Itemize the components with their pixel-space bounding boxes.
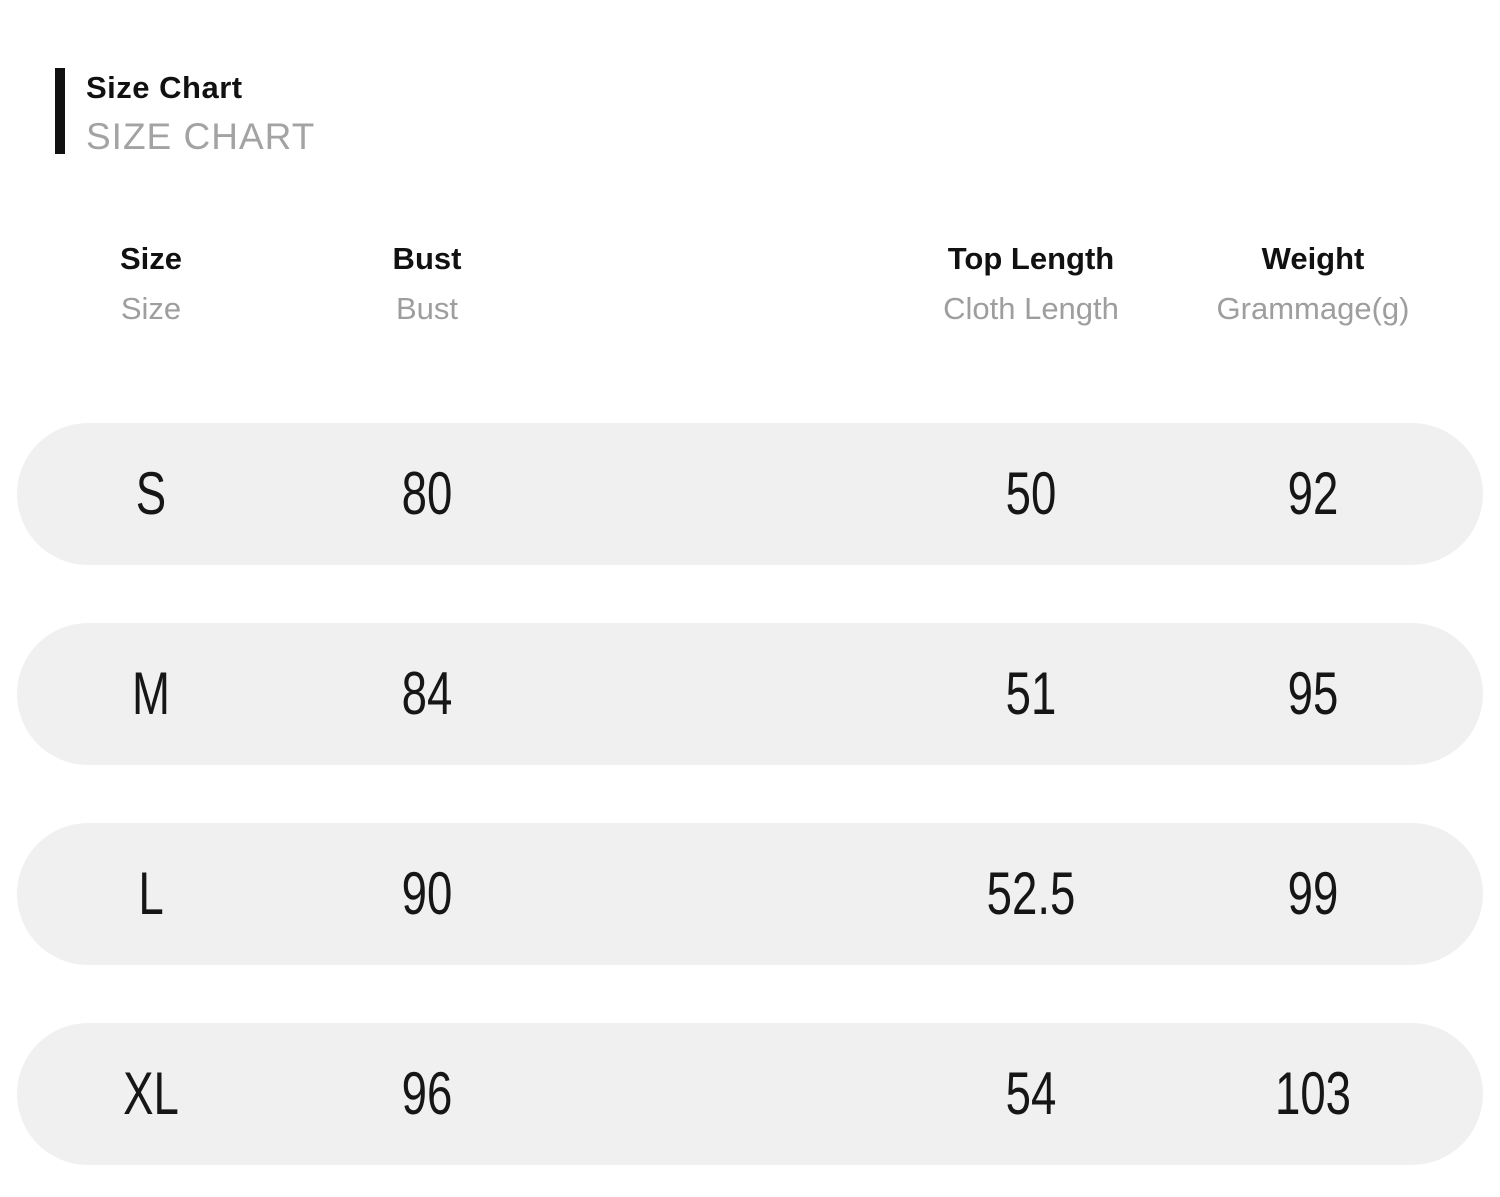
size-value: M	[132, 660, 170, 727]
cell-weight: 92	[1280, 464, 1347, 524]
bust-value: 84	[401, 660, 453, 727]
table-row-xl: XL 96 54 103	[0, 1023, 1500, 1165]
bust-value: 90	[401, 860, 453, 927]
top-length-value: 51	[1005, 660, 1057, 727]
title-accent-bar	[55, 68, 65, 154]
cell-weight: 99	[1280, 864, 1347, 924]
cell-top-length: 54	[998, 1064, 1065, 1124]
cell-bust: 90	[394, 864, 461, 924]
cell-size: L	[134, 864, 167, 924]
cell-weight: 95	[1280, 664, 1347, 724]
table-row-s: S 80 50 92	[0, 423, 1500, 565]
weight-value: 103	[1274, 1060, 1352, 1127]
column-label: Size	[119, 241, 183, 276]
table-row-l: L 90 52.5 99	[0, 823, 1500, 965]
column-sublabel: Bust	[395, 291, 459, 326]
column-header-size: Size Size	[120, 243, 182, 324]
cell-top-length: 50	[998, 464, 1065, 524]
column-sublabel: Cloth Length	[943, 291, 1119, 326]
weight-value: 99	[1287, 860, 1339, 927]
cell-bust: 96	[394, 1064, 461, 1124]
table-header: Size Size Bust Bust Top Length Cloth Len…	[0, 243, 1500, 353]
column-label: Weight	[1261, 241, 1365, 276]
column-header-top-length: Top Length Cloth Length	[943, 243, 1119, 324]
column-label: Top Length	[947, 241, 1115, 276]
weight-value: 95	[1287, 660, 1339, 727]
bust-value: 80	[401, 460, 453, 527]
page-title: Size Chart	[86, 70, 243, 105]
cell-size: M	[126, 664, 176, 724]
column-sublabel: Size	[120, 291, 182, 326]
cell-top-length: 51	[998, 664, 1065, 724]
cell-bust: 84	[394, 664, 461, 724]
table-row-m: M 84 51 95	[0, 623, 1500, 765]
weight-value: 92	[1287, 460, 1339, 527]
size-value: S	[135, 460, 167, 527]
cell-top-length: 52.5	[973, 864, 1090, 924]
bust-value: 96	[401, 1060, 453, 1127]
page-subtitle: SIZE CHART	[86, 116, 316, 157]
column-label: Bust	[392, 241, 462, 276]
top-length-value: 54	[1005, 1060, 1057, 1127]
size-value: XL	[123, 1060, 179, 1127]
cell-weight: 103	[1263, 1064, 1363, 1124]
column-sublabel: Grammage(g)	[1216, 291, 1410, 326]
column-header-weight: Weight Grammage(g)	[1217, 243, 1410, 324]
cell-bust: 80	[394, 464, 461, 524]
title-block: Size Chart SIZE CHART	[55, 68, 315, 157]
titles: Size Chart SIZE CHART	[86, 68, 315, 157]
cell-size: XL	[114, 1064, 187, 1124]
top-length-value: 52.5	[986, 860, 1076, 927]
top-length-value: 50	[1005, 460, 1057, 527]
cell-size: S	[131, 464, 171, 524]
column-header-bust: Bust Bust	[393, 243, 462, 324]
size-value: L	[138, 860, 164, 927]
